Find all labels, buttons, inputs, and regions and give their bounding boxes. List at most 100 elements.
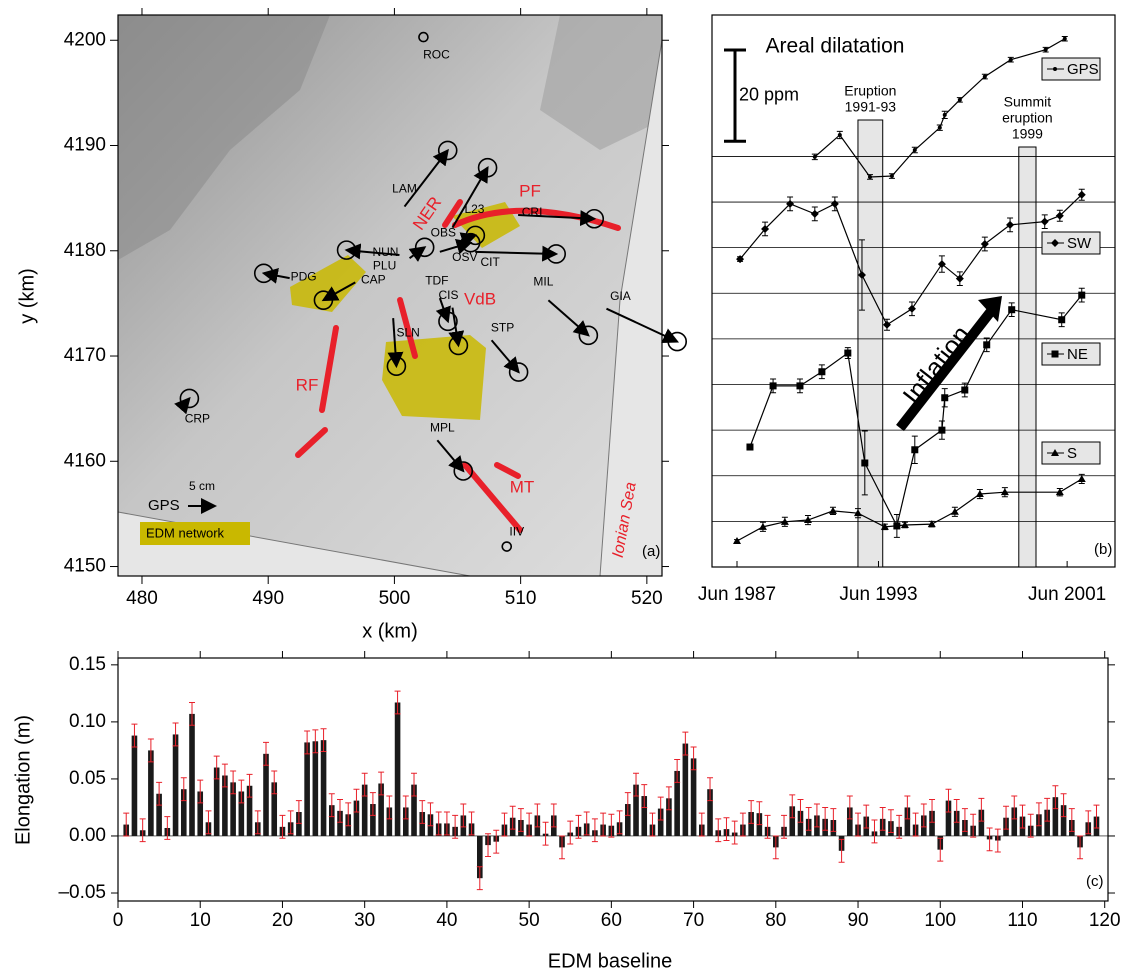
legend-label: NE bbox=[1067, 346, 1088, 363]
station-label: OBS bbox=[431, 225, 456, 239]
fault-label: RF bbox=[296, 375, 319, 394]
marker bbox=[1009, 58, 1013, 62]
station-label: TDF bbox=[425, 273, 448, 287]
marker bbox=[961, 386, 968, 393]
band-label: eruption bbox=[1002, 110, 1053, 126]
y-tick-label: 4190 bbox=[64, 135, 106, 156]
x-tick-label: 90 bbox=[847, 910, 868, 931]
marker bbox=[746, 444, 753, 451]
scale-bar-label: 20 ppm bbox=[739, 84, 799, 104]
marker bbox=[813, 155, 817, 159]
bar bbox=[683, 744, 689, 836]
marker bbox=[883, 321, 891, 329]
station-label: CAP bbox=[361, 273, 386, 287]
bar bbox=[173, 734, 179, 836]
marker bbox=[1058, 316, 1065, 323]
fault-label: PF bbox=[519, 181, 541, 200]
panel-b-title: Areal dilatation bbox=[766, 35, 905, 58]
y-tick-label: 0.05 bbox=[69, 768, 106, 789]
station-label: PDG bbox=[291, 269, 317, 283]
x-tick-label: Jun 1993 bbox=[839, 584, 917, 605]
x-tick-label: 490 bbox=[252, 588, 284, 609]
panel-label: (c) bbox=[1086, 873, 1104, 890]
x-tick-label: 30 bbox=[354, 910, 375, 931]
marker bbox=[811, 210, 819, 218]
panel-label: (b) bbox=[1094, 541, 1112, 558]
band-label: Eruption bbox=[844, 83, 896, 99]
station-label: ROC bbox=[423, 47, 450, 61]
gps-legend-label: GPS bbox=[148, 497, 180, 514]
station-label: SLN bbox=[396, 325, 419, 339]
marker bbox=[938, 427, 945, 434]
marker bbox=[861, 459, 868, 466]
station-label: MIL bbox=[533, 274, 553, 288]
marker bbox=[1008, 306, 1015, 313]
marker bbox=[1041, 218, 1049, 226]
y-tick-label: 4160 bbox=[64, 450, 106, 471]
x-tick-label: 500 bbox=[379, 588, 411, 609]
y-tick-label: 4200 bbox=[64, 29, 106, 50]
marker bbox=[983, 341, 990, 348]
marker bbox=[733, 537, 741, 544]
bar bbox=[189, 714, 195, 836]
edm-legend-label: EDM network bbox=[146, 525, 225, 540]
station-label: CRI bbox=[522, 205, 543, 219]
bar bbox=[132, 736, 138, 836]
y-axis-label: Elongation (m) bbox=[12, 715, 34, 845]
x-tick-label: 60 bbox=[601, 910, 622, 931]
station-label: GIA bbox=[610, 289, 631, 303]
marker bbox=[831, 200, 839, 208]
figure: EDM network GPS 5 cm (a) x (km) y (km) A… bbox=[0, 0, 1126, 977]
x-tick-label: 0 bbox=[113, 910, 124, 931]
x-tick-label: 480 bbox=[126, 588, 158, 609]
x-tick-label: 70 bbox=[683, 910, 704, 931]
marker bbox=[913, 148, 917, 152]
legend-marker bbox=[1052, 351, 1059, 358]
bar bbox=[304, 742, 310, 836]
band-label: 1991-93 bbox=[845, 99, 897, 115]
legend-label: SW bbox=[1067, 235, 1092, 252]
x-tick-label: 10 bbox=[190, 910, 211, 931]
legend-marker bbox=[1053, 67, 1057, 71]
y-tick-label: 0.10 bbox=[69, 711, 106, 732]
x-tick-label: 120 bbox=[1089, 910, 1121, 931]
x-tick-label: 80 bbox=[765, 910, 786, 931]
station-label: CRP bbox=[185, 412, 210, 426]
station-label: L23 bbox=[464, 202, 484, 216]
station-label: STP bbox=[491, 320, 514, 334]
marker bbox=[943, 113, 947, 117]
station-label: OSV bbox=[452, 250, 477, 264]
legend-label: S bbox=[1067, 445, 1077, 462]
marker bbox=[770, 382, 777, 389]
y-tick-label: 0.15 bbox=[69, 654, 106, 675]
marker bbox=[941, 394, 948, 401]
station-label: MPL bbox=[430, 420, 455, 434]
fault-label: VdB bbox=[464, 289, 496, 308]
marker bbox=[1044, 48, 1048, 52]
band-label: Summit bbox=[1004, 94, 1052, 110]
panel-label: (a) bbox=[642, 543, 660, 560]
marker bbox=[911, 446, 918, 453]
bar bbox=[148, 750, 154, 836]
station-label: LAM bbox=[392, 182, 417, 196]
marker bbox=[796, 382, 803, 389]
bar bbox=[395, 702, 401, 835]
marker bbox=[829, 507, 837, 514]
marker bbox=[908, 305, 916, 313]
inflation-label: Inflation bbox=[896, 320, 976, 410]
station-label: IIV bbox=[509, 525, 524, 539]
marker bbox=[868, 175, 872, 179]
y-axis-label: y (km) bbox=[16, 268, 38, 324]
marker bbox=[958, 98, 962, 102]
marker bbox=[1078, 292, 1085, 299]
x-tick-label: 520 bbox=[631, 588, 663, 609]
x-tick-label: 510 bbox=[505, 588, 537, 609]
marker bbox=[818, 368, 825, 375]
x-axis-label: EDM baseline bbox=[548, 950, 673, 972]
marker bbox=[1063, 37, 1067, 41]
marker bbox=[938, 126, 942, 130]
x-tick-label: 20 bbox=[272, 910, 293, 931]
x-tick-label: 40 bbox=[436, 910, 457, 931]
x-tick-label: Jun 2001 bbox=[1028, 584, 1106, 605]
marker bbox=[983, 75, 987, 79]
